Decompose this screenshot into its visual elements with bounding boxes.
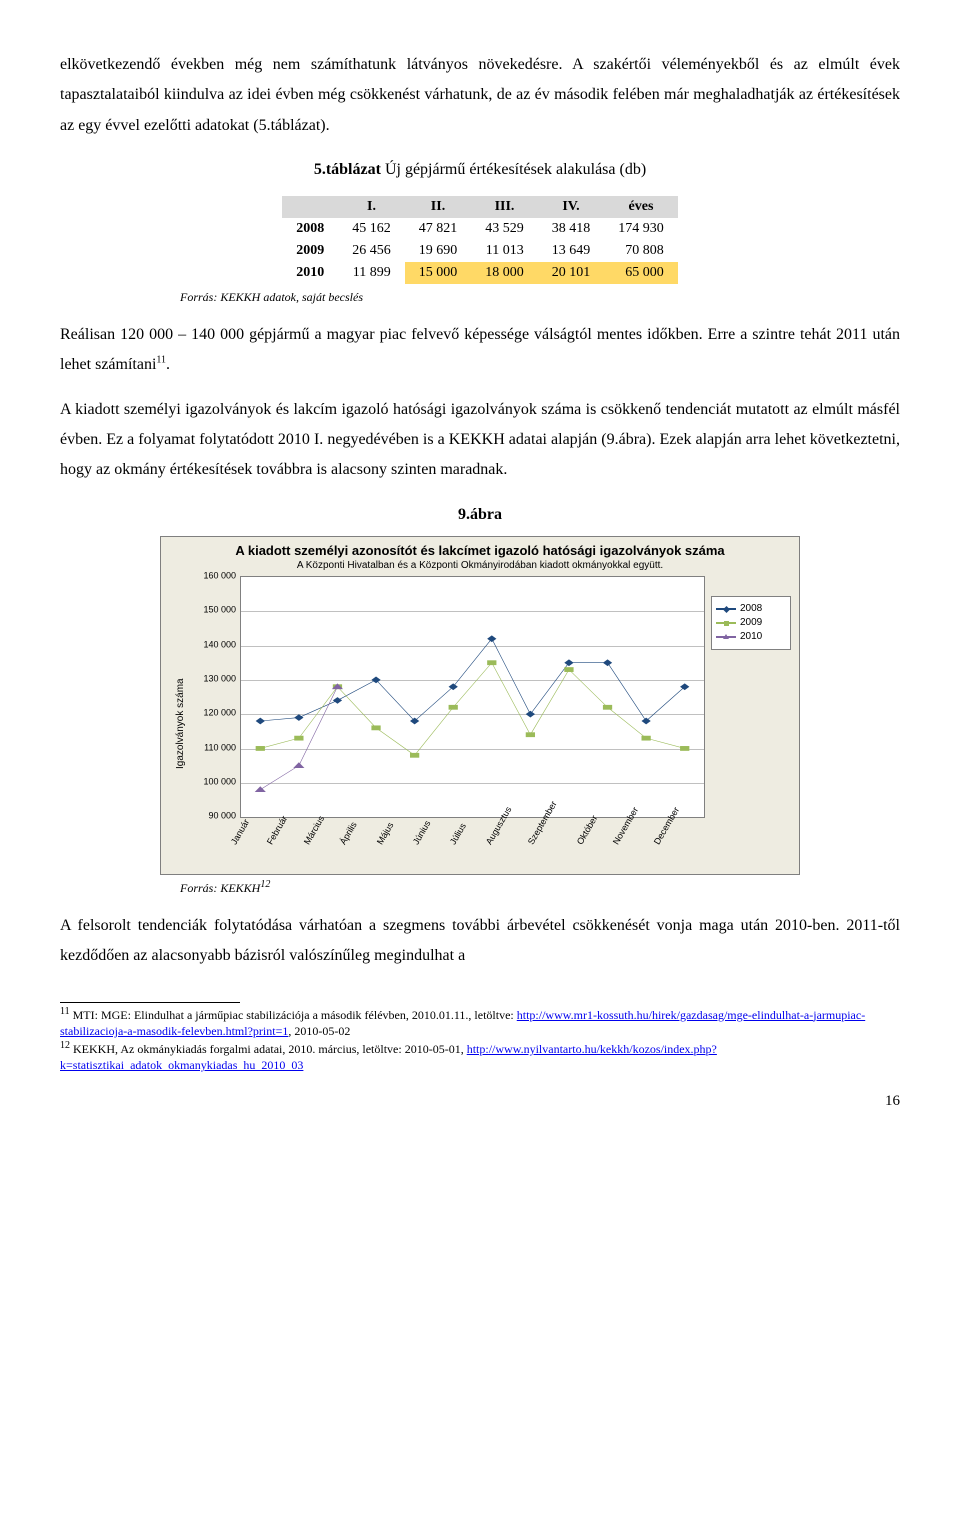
data-table: I.II.III.IV.éves 200845 16247 82143 5293… xyxy=(282,196,678,285)
chart-ytick: 90 000 xyxy=(190,812,236,821)
table-caption-text: Új gépjármű értékesítések alakulása (db) xyxy=(381,161,646,178)
chart-legend: 2008 2009 2010 xyxy=(711,596,791,650)
chart-ytick: 160 000 xyxy=(190,572,236,581)
footnote: 12 KEKKH, Az okmánykiadás forgalmi adata… xyxy=(60,1041,900,1073)
table-caption: 5.táblázat Új gépjármű értékesítések ala… xyxy=(60,155,900,185)
page-number: 16 xyxy=(60,1087,900,1116)
chart-ytick: 130 000 xyxy=(190,674,236,683)
chart-source: Forrás: KEKKH12 xyxy=(180,881,900,897)
legend-item: 2008 xyxy=(716,603,786,615)
chart-subtitle: A Központi Hivatalban és a Központi Okmá… xyxy=(169,560,791,572)
footnote: 11 MTI: MGE: Elindulhat a járműpiac stab… xyxy=(60,1007,900,1039)
paragraph-4: A felsorolt tendenciák folytatódása várh… xyxy=(60,911,900,972)
table-header: II. xyxy=(405,196,472,218)
table-header xyxy=(282,196,338,218)
table-header: IV. xyxy=(538,196,605,218)
legend-item: 2010 xyxy=(716,631,786,643)
figure-caption: 9.ábra xyxy=(60,500,900,530)
footnote-separator xyxy=(60,1002,240,1003)
table-caption-num: 5.táblázat xyxy=(314,161,381,178)
table-header: éves xyxy=(604,196,678,218)
table-row: 200845 16247 82143 52938 418174 930 xyxy=(282,218,678,240)
paragraph-1: elkövetkezendő években még nem számíthat… xyxy=(60,50,900,141)
table-header: III. xyxy=(471,196,538,218)
table-row: 201011 89915 00018 00020 10165 000 xyxy=(282,262,678,284)
chart-ytick: 110 000 xyxy=(190,743,236,752)
chart-title: A kiadott személyi azonosítót és lakcíme… xyxy=(169,543,791,560)
chart-ytick: 150 000 xyxy=(190,606,236,615)
paragraph-3: A kiadott személyi igazolványok és lakcí… xyxy=(60,395,900,486)
chart-ylabel: Igazolványok száma xyxy=(169,576,192,872)
chart-ytick: 120 000 xyxy=(190,709,236,718)
chart-plot-area xyxy=(240,576,705,818)
table-header: I. xyxy=(338,196,405,218)
chart-ytick: 140 000 xyxy=(190,640,236,649)
paragraph-2: Reálisan 120 000 – 140 000 gépjármű a ma… xyxy=(60,320,900,381)
chart-ytick: 100 000 xyxy=(190,777,236,786)
line-chart: A kiadott személyi azonosítót és lakcíme… xyxy=(160,536,800,875)
table-source: Forrás: KEKKH adatok, saját becslés xyxy=(180,290,900,306)
legend-item: 2009 xyxy=(716,617,786,629)
footnote-link[interactable]: http://www.nyilvantarto.hu/kekkh/kozos/i… xyxy=(60,1042,717,1072)
table-row: 200926 45619 69011 01313 64970 808 xyxy=(282,240,678,262)
footnote-link[interactable]: http://www.mr1-kossuth.hu/hirek/gazdasag… xyxy=(60,1008,865,1038)
